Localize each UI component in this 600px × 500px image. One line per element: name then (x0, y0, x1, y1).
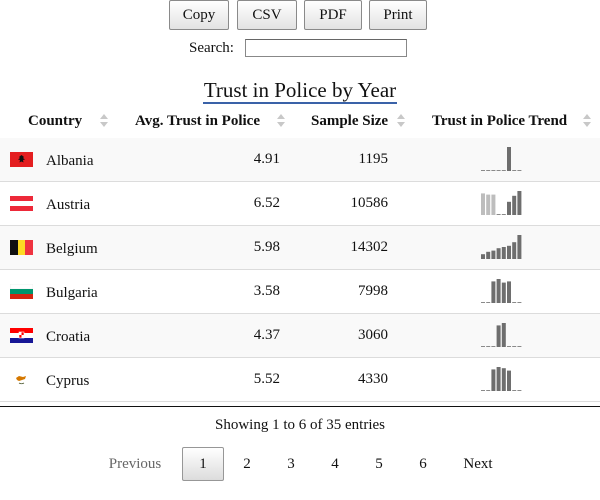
country-name: Bulgaria (46, 285, 98, 301)
trend-bar (517, 191, 522, 215)
print-button[interactable]: Print (369, 0, 427, 30)
table-body: Albania 4.91 1195 Austria 6.52 10586 Bel… (0, 138, 600, 402)
page-button-1[interactable]: 1 (182, 447, 224, 481)
avg-trust-value: 5.52 (253, 371, 280, 387)
header-country[interactable]: Country (28, 112, 83, 129)
trend-sparkline (481, 279, 522, 303)
table-bottom-rule (0, 406, 600, 407)
trend-bar (496, 279, 501, 303)
page-button-5[interactable]: 5 (375, 455, 383, 472)
belgium-flag-icon (10, 240, 33, 255)
cyprus-flag-icon (10, 372, 33, 387)
sample-size-value: 3060 (358, 327, 388, 343)
sample-size-value: 14302 (350, 239, 389, 255)
table-row: Albania 4.91 1195 (0, 138, 600, 182)
trend-sparkline (481, 235, 522, 259)
table-row: Cyprus 5.52 4330 (0, 358, 600, 402)
page-button-4[interactable]: 4 (331, 455, 339, 472)
albania-flag-icon (10, 152, 33, 167)
avg-trust-value: 6.52 (253, 195, 280, 211)
country-name: Belgium (46, 241, 98, 257)
search-bar: Search: (0, 38, 600, 60)
country-name: Albania (46, 153, 94, 169)
page-button-2[interactable]: 2 (243, 455, 251, 472)
trend-bar (501, 247, 506, 259)
page-button-6[interactable]: 6 (419, 455, 427, 472)
next-page-button[interactable]: Next (463, 455, 493, 472)
trend-bar (512, 242, 517, 259)
avg-trust-value: 3.58 (253, 283, 280, 299)
trend-bar (496, 325, 501, 347)
pdf-button[interactable]: PDF (304, 0, 362, 30)
trend-bar (491, 194, 496, 215)
trend-bar (481, 193, 485, 215)
trend-bar (486, 251, 491, 259)
trend-bar (501, 368, 506, 391)
bulgaria-flag-icon (10, 284, 33, 299)
croatia-flag-icon (10, 328, 33, 343)
trend-bar (481, 254, 485, 259)
table-row: Croatia 4.37 3060 (0, 314, 600, 358)
trend-bar (501, 323, 506, 347)
avg-trust-value: 4.37 (253, 327, 280, 343)
trend-bar (507, 201, 511, 215)
sample-size-value: 1195 (358, 151, 388, 167)
country-name: Croatia (46, 329, 91, 345)
trend-sparkline (481, 191, 522, 215)
trend-bar (512, 195, 517, 215)
trend-bar (507, 281, 511, 303)
trend-bar (501, 282, 506, 303)
country-name: Austria (46, 197, 91, 213)
header-sample-size[interactable]: Sample Size (311, 112, 389, 129)
header-avg-trust[interactable]: Avg. Trust in Police (135, 112, 260, 129)
trend-bar (486, 194, 491, 215)
table-title-text: Trust in Police by Year (202, 78, 398, 104)
page-button-3[interactable]: 3 (287, 455, 295, 472)
csv-button[interactable]: CSV (237, 0, 297, 30)
sample-size-value: 4330 (358, 371, 388, 387)
previous-page-button[interactable]: Previous (108, 455, 162, 472)
table-title: Trust in Police by Year (0, 78, 600, 104)
avg-trust-value: 5.98 (253, 239, 280, 255)
trend-sparkline (481, 323, 522, 347)
trend-sparkline (481, 367, 522, 391)
sample-size-value: 10586 (350, 195, 389, 211)
search-input[interactable] (245, 39, 407, 57)
trend-bar (491, 281, 496, 303)
table-row: Bulgaria 3.58 7998 (0, 270, 600, 314)
header-trend[interactable]: Trust in Police Trend (432, 112, 568, 129)
table-info: Showing 1 to 6 of 35 entries (215, 417, 385, 433)
export-toolbar: Copy CSV PDF Print (0, 0, 600, 32)
pagination: Previous 1 2 3 4 5 6 Next (0, 447, 600, 481)
sort-avg-trust-icon[interactable] (277, 114, 285, 128)
trend-bar (507, 370, 511, 391)
country-name: Cyprus (46, 373, 90, 389)
trend-bar (491, 369, 496, 391)
austria-flag-icon (10, 196, 33, 211)
sample-size-value: 7998 (358, 283, 388, 299)
sort-sample-size-icon[interactable] (397, 114, 405, 128)
table-row: Belgium 5.98 14302 (0, 226, 600, 270)
sort-country-icon[interactable] (100, 114, 108, 128)
trend-sparkline (481, 147, 522, 171)
trend-bar (507, 245, 511, 259)
search-label: Search: (189, 40, 234, 56)
table-row: Austria 6.52 10586 (0, 182, 600, 226)
sort-trend-icon[interactable] (583, 114, 591, 128)
trend-bar (496, 367, 501, 391)
trend-bar (507, 147, 511, 171)
table-header: Country Avg. Trust in Police Sample Size… (0, 104, 600, 139)
copy-button[interactable]: Copy (169, 0, 229, 30)
trend-bar (491, 250, 496, 259)
avg-trust-value: 4.91 (253, 151, 280, 167)
trend-bar (517, 235, 522, 259)
trend-bar (496, 248, 501, 259)
